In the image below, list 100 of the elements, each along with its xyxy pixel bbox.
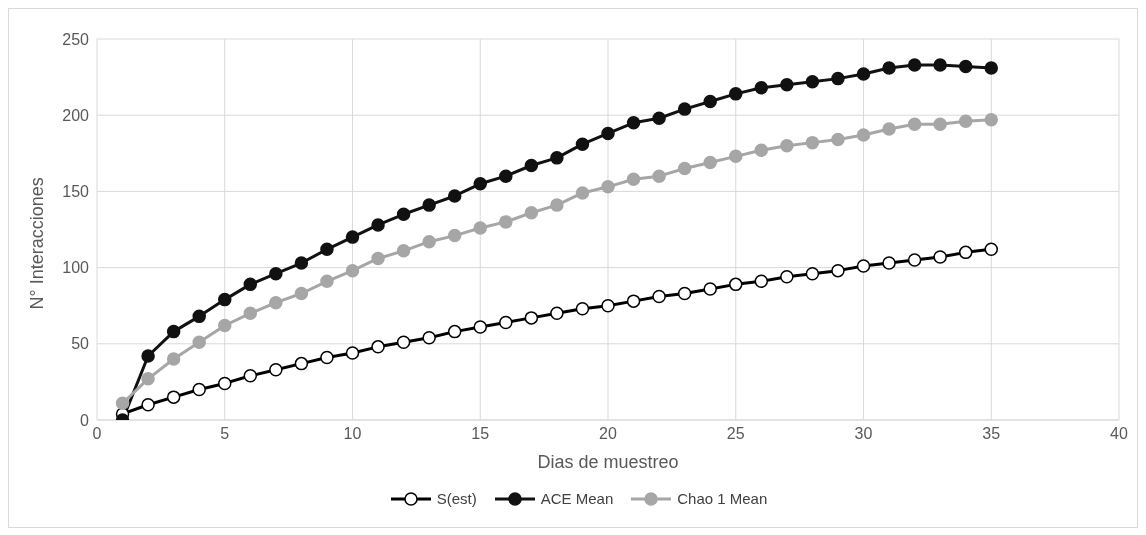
x-tick-label: 0 [92, 425, 102, 443]
point [550, 306, 564, 321]
point [984, 113, 998, 127]
point [422, 234, 436, 249]
point [703, 155, 717, 170]
point [524, 158, 539, 173]
point [601, 298, 615, 313]
point [499, 169, 513, 183]
point [447, 228, 462, 243]
point [831, 71, 845, 86]
x-tick-label: 25 [726, 425, 745, 443]
point [780, 138, 794, 153]
point [294, 286, 309, 301]
point [575, 302, 590, 316]
x-tick-label: 15 [471, 425, 490, 443]
point [780, 269, 794, 284]
point [166, 324, 181, 339]
point [984, 242, 998, 257]
point [575, 137, 590, 151]
point [729, 277, 743, 292]
point [320, 242, 334, 257]
point [269, 266, 283, 281]
point [575, 186, 590, 200]
point [677, 286, 692, 301]
point [780, 77, 794, 92]
point [499, 315, 513, 330]
point [345, 263, 360, 278]
point [831, 132, 845, 147]
point [958, 114, 973, 129]
point [677, 161, 692, 176]
point [371, 340, 385, 354]
point [933, 117, 947, 132]
point [422, 330, 436, 345]
point [345, 230, 360, 244]
point [805, 135, 820, 150]
point [243, 369, 258, 383]
point [754, 274, 769, 289]
point [729, 87, 743, 101]
point [166, 352, 181, 366]
point [371, 218, 385, 232]
point [141, 398, 155, 412]
x-tick-label: 10 [343, 425, 362, 443]
point [882, 256, 896, 270]
point [907, 253, 922, 267]
point [626, 172, 641, 186]
x-tick-label: 20 [599, 425, 617, 443]
point [652, 111, 666, 125]
point [677, 102, 692, 116]
point [856, 67, 871, 81]
point [218, 292, 232, 307]
point [652, 289, 666, 304]
legend-label: Chao 1 Mean [677, 490, 768, 507]
y-tick-label: 200 [62, 106, 90, 124]
point [550, 198, 564, 212]
point [192, 309, 206, 324]
point [192, 335, 206, 350]
point [473, 221, 487, 235]
y-tick-label: 50 [71, 335, 90, 353]
point [856, 128, 871, 142]
point [601, 180, 615, 194]
point [882, 122, 896, 136]
point [805, 266, 820, 281]
point [320, 274, 334, 289]
y-axis-title: N° Interacciones [27, 177, 48, 310]
y-tick-label: 150 [62, 183, 90, 201]
point [882, 61, 896, 75]
point [447, 189, 462, 203]
point [115, 396, 130, 410]
y-tick-label: 250 [62, 30, 90, 48]
y-tick-label: 100 [62, 259, 90, 277]
point [933, 58, 947, 72]
point [243, 277, 258, 292]
point [345, 346, 360, 360]
point [933, 250, 947, 264]
point [473, 177, 487, 191]
point [269, 362, 283, 377]
point [422, 198, 436, 212]
point [754, 81, 769, 95]
point [269, 295, 283, 310]
point [754, 143, 769, 157]
x-tick-label: 5 [220, 425, 230, 443]
legend-label: ACE Mean [540, 490, 614, 507]
point [805, 74, 820, 89]
point [396, 244, 411, 258]
point [958, 59, 973, 74]
x-tick-label: 40 [1110, 425, 1128, 443]
y-tick-label: 0 [80, 411, 90, 429]
point [984, 61, 998, 75]
point [703, 94, 717, 109]
point [396, 207, 411, 222]
point [294, 256, 309, 270]
point [243, 306, 258, 321]
legend-label: S(est) [436, 490, 477, 507]
point [601, 126, 615, 141]
point [626, 116, 641, 130]
point [166, 390, 181, 404]
point [550, 151, 564, 165]
point [192, 382, 206, 397]
point [703, 282, 717, 296]
point [320, 350, 334, 365]
